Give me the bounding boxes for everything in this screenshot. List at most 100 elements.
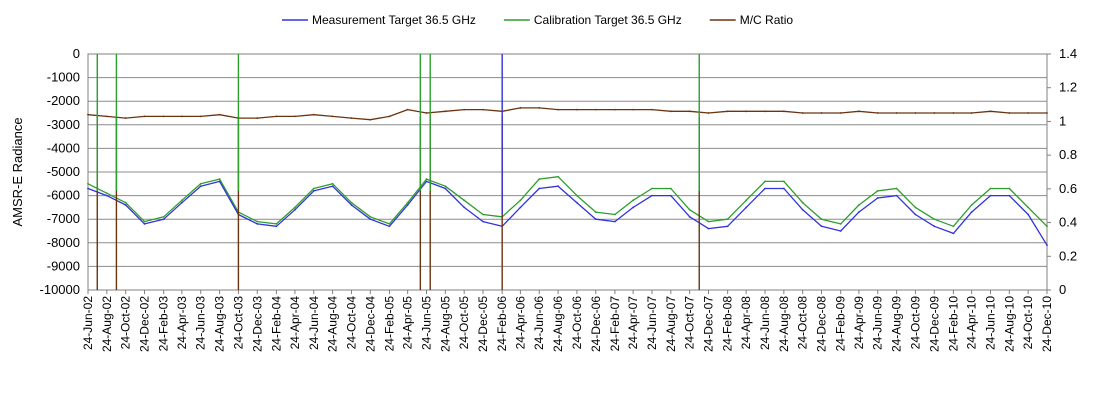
data-point (669, 187, 672, 190)
data-point (482, 108, 484, 111)
y-tick-label: -10000 (40, 282, 80, 297)
x-axis: 24-Jun-02 24-Aug-02 24-Oct-02 24-Dec-02 24-F… (81, 290, 1054, 352)
x-tick-label: 24-Feb-09 (834, 296, 848, 352)
x-tick-label: 24-Oct-02 (119, 296, 133, 350)
x-tick-label: 24-Oct-05 (457, 296, 471, 350)
data-point (294, 115, 296, 118)
data-point (425, 180, 428, 183)
y-axis-left: 0 -1000 -2000 -3000 -4000 -5000 -6000 -7000 -800… (40, 46, 80, 297)
data-point (576, 108, 578, 111)
y-axis-right: 1.4 1.2 1 0.8 0.6 0.4 0.2 0 (1047, 46, 1077, 297)
x-tick-label: 24-Aug-03 (213, 296, 227, 352)
data-point (632, 206, 635, 209)
data-point (1027, 112, 1030, 114)
x-tick-label: 24-Aug-08 (777, 296, 791, 352)
data-point (294, 208, 296, 211)
y-tick-label: -5000 (47, 164, 80, 179)
data-point (839, 112, 842, 114)
series-layer (87, 54, 1048, 290)
data-point (764, 180, 766, 183)
data-point (1008, 194, 1011, 197)
y2-tick-label: 0.6 (1059, 181, 1077, 196)
data-point (482, 213, 484, 216)
data-point (651, 108, 653, 111)
data-point (726, 110, 729, 113)
x-tick-label: 24-Apr-05 (401, 296, 415, 350)
data-point (331, 182, 334, 185)
data-point (406, 201, 409, 204)
data-point (162, 215, 165, 218)
series-line-2 (87, 107, 1047, 121)
data-point (463, 108, 466, 111)
data-point (651, 194, 653, 197)
data-point (1027, 213, 1030, 216)
data-point (801, 112, 804, 114)
x-tick-label: 24-Oct-10 (1021, 296, 1035, 350)
data-point (669, 194, 672, 197)
data-point (707, 112, 710, 114)
data-point (180, 199, 183, 202)
x-tick-label: 24-Oct-06 (570, 296, 584, 350)
x-tick-label: 24-Oct-08 (796, 296, 810, 350)
x-tick-label: 24-Dec-09 (927, 296, 941, 352)
data-point (388, 225, 391, 228)
data-point (726, 218, 729, 221)
data-point (1027, 206, 1030, 209)
y2-tick-label: 1.2 (1059, 80, 1077, 95)
y2-tick-label: 0.4 (1059, 215, 1077, 230)
data-point (331, 185, 334, 188)
data-point (444, 110, 447, 113)
data-point (312, 187, 315, 190)
data-point (143, 115, 146, 118)
data-point (839, 223, 842, 225)
y-tick-label: -6000 (47, 188, 80, 203)
plot-area (87, 53, 1048, 291)
data-point (331, 115, 334, 118)
x-tick-label: 24-Oct-04 (344, 296, 358, 350)
data-point (669, 110, 672, 113)
legend-entry: Calibration Target 36.5 GHz (534, 13, 682, 27)
data-point (952, 112, 955, 114)
x-tick-label: 24-Apr-07 (626, 296, 640, 350)
data-point (707, 220, 710, 223)
y-tick-label: -8000 (47, 235, 80, 250)
data-point (989, 187, 992, 190)
data-point (180, 201, 183, 204)
legend-entry: Measurement Target 36.5 GHz (312, 13, 476, 27)
data-point (594, 218, 597, 221)
data-point (519, 107, 522, 109)
data-point (294, 206, 296, 209)
data-point (914, 206, 917, 209)
x-tick-label: 24-Jun-10 (983, 296, 997, 350)
x-tick-label: 24-Dec-06 (589, 296, 603, 352)
data-point (557, 175, 559, 178)
x-tick-label: 24-Dec-10 (1040, 296, 1054, 352)
data-point (406, 108, 409, 111)
data-point (312, 113, 315, 116)
data-point (952, 232, 955, 235)
x-tick-label: 24-Dec-07 (701, 296, 715, 352)
x-tick-label: 24-Apr-09 (852, 296, 866, 350)
data-point (105, 192, 108, 195)
data-point (350, 204, 353, 206)
legend: Measurement Target 36.5 GHz Calibration T… (282, 13, 793, 27)
data-point (989, 194, 992, 197)
data-point (143, 223, 146, 225)
series-line-0 (87, 180, 1048, 246)
data-point (876, 112, 879, 114)
data-point (614, 108, 616, 111)
x-tick-label: 24-Jun-03 (194, 296, 208, 350)
data-point (726, 225, 729, 228)
x-tick-label: 24-Feb-03 (157, 296, 171, 352)
x-tick-label: 24-Feb-08 (721, 296, 735, 352)
data-point (820, 225, 823, 228)
data-point (538, 187, 541, 190)
data-point (914, 213, 917, 216)
data-point (124, 117, 127, 119)
data-point (538, 107, 541, 109)
data-point (858, 110, 860, 113)
data-point (895, 194, 898, 197)
data-point (1046, 112, 1048, 114)
data-point (895, 112, 898, 114)
x-tick-label: 24-Dec-05 (476, 296, 490, 352)
